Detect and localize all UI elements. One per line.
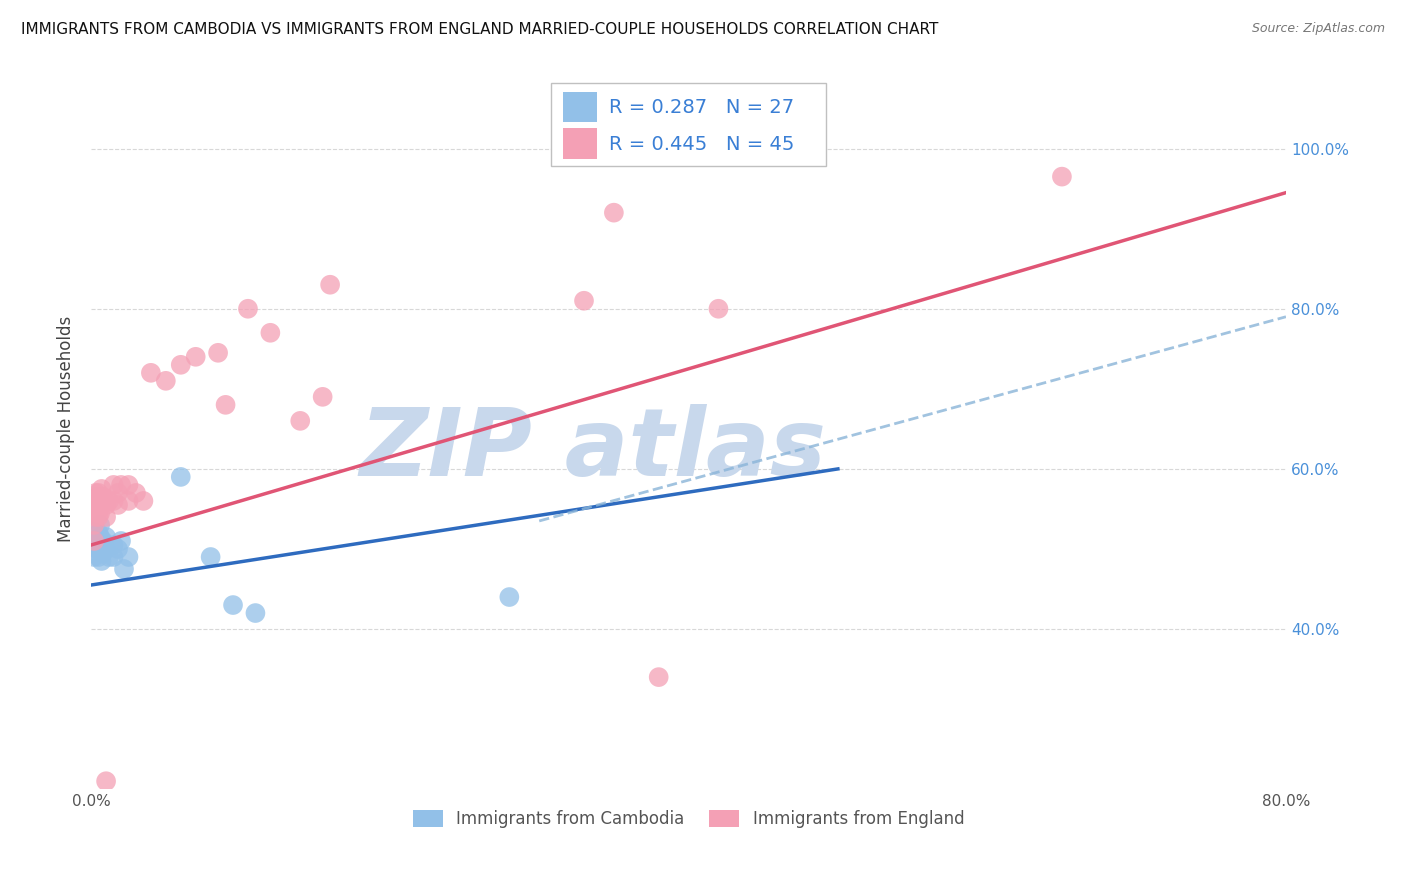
Point — [117, 494, 139, 508]
Point — [86, 506, 108, 520]
Point — [91, 533, 114, 548]
Point — [87, 510, 110, 524]
Point — [87, 538, 110, 552]
Bar — [562, 92, 596, 122]
Point — [170, 470, 193, 484]
Point — [83, 549, 105, 564]
Point — [155, 374, 177, 388]
Point — [236, 301, 259, 316]
Point — [110, 533, 132, 548]
Point — [94, 541, 117, 556]
Point — [103, 478, 125, 492]
Point — [311, 390, 333, 404]
Point — [259, 326, 281, 340]
Point — [91, 546, 114, 560]
Point — [89, 518, 111, 533]
Point — [572, 293, 595, 308]
Point — [89, 506, 111, 520]
Point — [90, 541, 112, 556]
Point — [319, 277, 342, 292]
Point — [98, 549, 121, 564]
Y-axis label: Married-couple Households: Married-couple Households — [58, 316, 75, 542]
Point — [112, 562, 135, 576]
Point — [90, 482, 112, 496]
Point — [103, 538, 125, 552]
Point — [132, 494, 155, 508]
Point — [98, 494, 121, 508]
Point — [110, 478, 132, 492]
Point — [707, 301, 730, 316]
Point — [90, 498, 112, 512]
Point — [170, 358, 193, 372]
Point — [87, 526, 110, 541]
Point — [184, 350, 207, 364]
Text: Source: ZipAtlas.com: Source: ZipAtlas.com — [1251, 22, 1385, 36]
Point — [245, 606, 267, 620]
Point — [107, 498, 129, 512]
Point — [86, 541, 108, 556]
Point — [107, 541, 129, 556]
Text: R = 0.287   N = 27: R = 0.287 N = 27 — [609, 98, 793, 117]
Point — [84, 510, 107, 524]
Point — [214, 398, 236, 412]
Point — [83, 518, 105, 533]
Point — [94, 510, 117, 524]
Text: ZIP atlas: ZIP atlas — [360, 404, 827, 497]
Legend: Immigrants from Cambodia, Immigrants from England: Immigrants from Cambodia, Immigrants fro… — [406, 804, 972, 835]
Point — [89, 494, 111, 508]
Point — [94, 530, 117, 544]
Point — [125, 486, 148, 500]
Point — [90, 554, 112, 568]
Point — [93, 538, 115, 552]
Point — [222, 598, 245, 612]
Point — [86, 490, 108, 504]
Point — [83, 533, 105, 548]
Point — [87, 486, 110, 500]
Point — [117, 478, 139, 492]
Point — [103, 549, 125, 564]
Point — [91, 490, 114, 504]
Text: R = 0.445   N = 45: R = 0.445 N = 45 — [609, 135, 794, 153]
Point — [94, 774, 117, 789]
Point — [89, 530, 111, 544]
Point — [290, 414, 312, 428]
Point — [200, 549, 222, 564]
Point — [103, 494, 125, 508]
Point — [107, 486, 129, 500]
Point — [83, 502, 105, 516]
Point — [84, 502, 107, 516]
Point — [1050, 169, 1073, 184]
Point — [84, 533, 107, 548]
Point — [207, 346, 229, 360]
Point — [117, 549, 139, 564]
Point — [84, 486, 107, 500]
Point — [603, 205, 626, 219]
Text: IMMIGRANTS FROM CAMBODIA VS IMMIGRANTS FROM ENGLAND MARRIED-COUPLE HOUSEHOLDS CO: IMMIGRANTS FROM CAMBODIA VS IMMIGRANTS F… — [21, 22, 938, 37]
Point — [87, 549, 110, 564]
Bar — [562, 128, 596, 159]
Point — [87, 498, 110, 512]
Point — [498, 590, 520, 604]
Point — [647, 670, 669, 684]
Point — [139, 366, 162, 380]
Point — [94, 498, 117, 512]
FancyBboxPatch shape — [551, 83, 825, 166]
